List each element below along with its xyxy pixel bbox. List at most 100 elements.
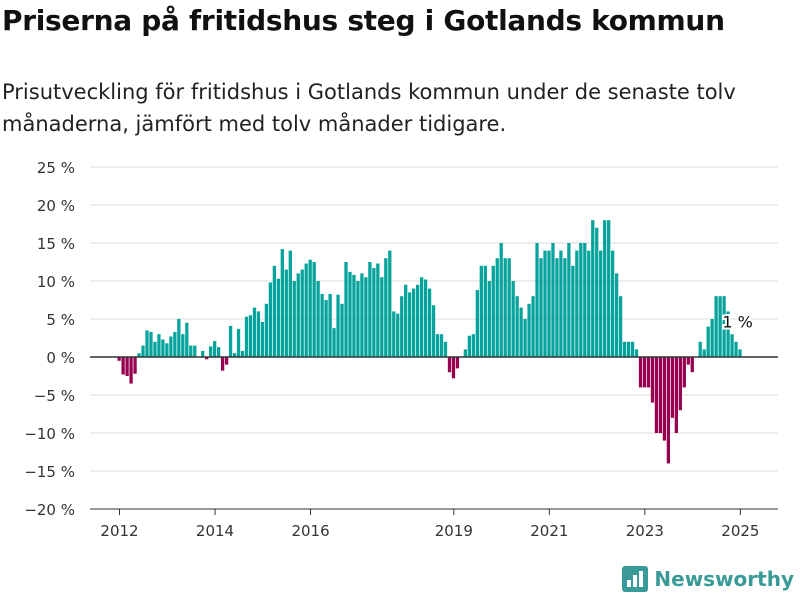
bar <box>738 349 742 357</box>
bar <box>503 258 507 357</box>
bar <box>551 243 555 357</box>
bar <box>726 311 730 357</box>
bar <box>535 243 539 357</box>
bar <box>372 268 376 357</box>
bar <box>332 328 336 357</box>
bar <box>268 282 273 357</box>
bar <box>678 357 682 411</box>
y-tick-label: 15 % <box>37 235 75 253</box>
bar <box>670 357 674 418</box>
bar <box>213 341 217 357</box>
bar <box>392 311 396 357</box>
bar <box>169 336 173 357</box>
x-tick-label: 2025 <box>721 522 759 540</box>
bar <box>718 296 722 357</box>
bar <box>682 357 686 388</box>
bar <box>336 294 340 357</box>
bar <box>515 296 519 357</box>
bar <box>622 341 627 357</box>
bar <box>662 357 667 441</box>
newsworthy-logo-icon <box>622 566 649 592</box>
bar <box>435 334 440 357</box>
bar <box>304 263 308 357</box>
bar <box>575 250 579 357</box>
bar <box>443 341 448 357</box>
bar <box>730 334 734 357</box>
y-tick-label: 0 % <box>46 349 75 367</box>
bar <box>368 262 372 357</box>
bar-chart: 25 % 20 % 15 % 10 % 5 % 0 % −5 % −10 % −15 % −20 … <box>24 159 778 540</box>
bar <box>642 357 647 388</box>
bar <box>157 334 161 357</box>
bar <box>236 328 241 357</box>
x-tick-label: 2016 <box>291 522 329 540</box>
bar <box>228 325 233 357</box>
bar <box>404 284 408 357</box>
bar <box>232 353 237 357</box>
bar <box>698 341 702 357</box>
x-tick-label: 2023 <box>626 522 664 540</box>
bar <box>658 357 663 433</box>
bar <box>603 220 607 357</box>
bar <box>348 271 352 357</box>
bar <box>583 243 587 357</box>
bar <box>722 296 726 357</box>
bar <box>499 243 503 357</box>
bar <box>125 357 129 376</box>
bar <box>591 220 595 357</box>
bar <box>555 258 559 357</box>
bar <box>714 296 718 357</box>
bar <box>519 307 523 357</box>
bar <box>121 357 125 375</box>
bar <box>702 349 706 357</box>
bar <box>618 296 623 357</box>
bar <box>344 262 348 357</box>
bar <box>626 341 631 357</box>
bar <box>646 357 651 388</box>
bar <box>360 273 364 357</box>
bar <box>638 357 643 388</box>
bar <box>543 250 547 357</box>
last-value-label: 1 % <box>722 312 752 331</box>
bar <box>264 303 269 357</box>
bar <box>686 357 690 365</box>
bar <box>579 243 583 357</box>
bar <box>559 250 563 357</box>
bar <box>201 350 205 357</box>
bar <box>248 315 253 357</box>
y-tick-label: 20 % <box>37 197 75 215</box>
bar <box>475 290 479 357</box>
bar <box>463 349 468 357</box>
bar <box>320 293 324 357</box>
bar <box>133 357 137 374</box>
bar <box>419 277 424 357</box>
bars <box>117 220 742 464</box>
bar <box>615 273 619 357</box>
bar <box>145 330 149 357</box>
bar <box>205 357 209 360</box>
bar <box>630 341 635 357</box>
chart-subtitle: Prisutveckling för fritidshus i Gotlands… <box>2 80 736 136</box>
bar <box>539 258 543 357</box>
bar <box>423 279 428 357</box>
bar <box>340 303 344 357</box>
bar <box>165 343 169 357</box>
bar <box>447 357 452 373</box>
bar <box>220 357 225 371</box>
bar <box>260 322 265 357</box>
bar <box>654 357 659 433</box>
bar <box>607 220 611 357</box>
bar <box>483 265 487 357</box>
bar <box>587 250 591 357</box>
bar <box>376 263 380 357</box>
bar <box>244 316 249 357</box>
bar <box>185 322 189 357</box>
bar <box>288 250 292 357</box>
bar <box>431 305 436 357</box>
bar <box>611 250 615 357</box>
bar <box>173 331 177 357</box>
annotation: 1 % <box>720 310 754 333</box>
bar <box>471 334 475 357</box>
bar <box>189 345 193 357</box>
bar <box>487 281 491 357</box>
